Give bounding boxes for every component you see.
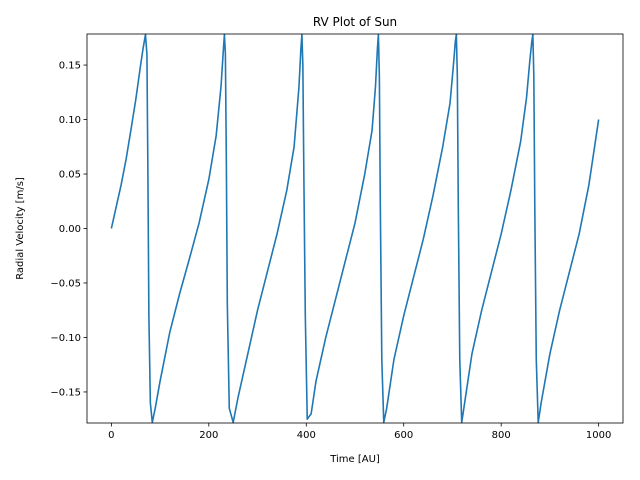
x-axis-label: Time [AU] (329, 454, 380, 465)
y-tick-label: 0.15 (59, 61, 81, 72)
x-tick-label: 1000 (586, 430, 611, 441)
x-tick-label: 0 (108, 430, 114, 441)
series-layer (110, 33, 600, 424)
x-tick-label: 800 (492, 430, 511, 441)
plot-background (87, 34, 623, 423)
chart-title: RV Plot of Sun (313, 15, 397, 29)
y-axis: −0.15 −0.10 −0.05 0.00 0.05 0.10 0.15 (50, 61, 87, 398)
x-tick-label: 400 (297, 430, 316, 441)
y-tick-label: −0.15 (50, 387, 81, 398)
y-tick-label: 0.00 (59, 224, 81, 235)
y-tick-label: −0.05 (50, 278, 81, 289)
x-tick-label: 600 (394, 430, 413, 441)
y-tick-label: 0.10 (59, 115, 81, 126)
x-tick-label: 200 (199, 430, 218, 441)
y-tick-label: −0.10 (50, 333, 81, 344)
y-tick-label: 0.05 (59, 170, 81, 181)
x-axis: 0 200 400 600 800 1000 (108, 423, 611, 441)
series-line-0 (110, 33, 600, 424)
y-axis-label: Radial Velocity [m/s] (15, 177, 26, 280)
